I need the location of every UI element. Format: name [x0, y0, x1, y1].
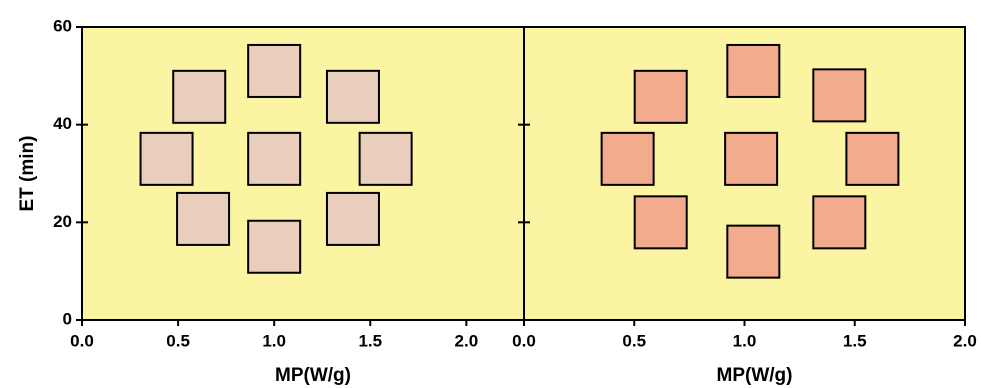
figure: 0 20 40 60 0.0 0.5 1.0 1.5 2.0 MP(W/g) ET (min) 0.0…	[0, 0, 981, 388]
sample-photo	[327, 193, 379, 245]
y-tick-label: 0	[63, 309, 72, 328]
x-tick-label: 2.0	[455, 331, 479, 350]
x-tick-label: 2.0	[953, 331, 977, 350]
x-axis-title: MP(W/g)	[717, 365, 793, 386]
sample-photo	[727, 226, 779, 278]
x-tick-label: 0.0	[70, 331, 94, 350]
sample-photo	[727, 45, 779, 97]
y-tick-label: 40	[53, 114, 72, 133]
x-tick-label: 1.5	[358, 331, 382, 350]
sample-photo	[248, 221, 300, 273]
x-axis-title: MP(W/g)	[275, 365, 351, 386]
sample-photo	[248, 133, 300, 185]
y-tick-label: 60	[53, 16, 72, 35]
sample-photo	[635, 71, 687, 123]
sample-photo	[173, 71, 225, 123]
y-axis-title: ET (min)	[17, 136, 38, 212]
sample-photo	[813, 196, 865, 248]
x-tick-label: 1.0	[733, 331, 757, 350]
sample-photo	[846, 133, 898, 185]
y-tick-label: 20	[53, 212, 72, 231]
sample-photo	[360, 133, 412, 185]
sample-photo	[725, 133, 777, 185]
sample-photo	[248, 45, 300, 97]
sample-photo	[635, 196, 687, 248]
x-tick-label: 1.0	[262, 331, 286, 350]
sample-photo	[327, 71, 379, 123]
sample-photo	[141, 133, 193, 185]
x-tick-label: 1.5	[843, 331, 867, 350]
sample-photo	[177, 193, 229, 245]
x-tick-label: 0.5	[166, 331, 190, 350]
sample-photo	[813, 69, 865, 121]
sample-photo	[602, 133, 654, 185]
x-tick-label: 0.0	[512, 331, 536, 350]
x-tick-label: 0.5	[622, 331, 646, 350]
